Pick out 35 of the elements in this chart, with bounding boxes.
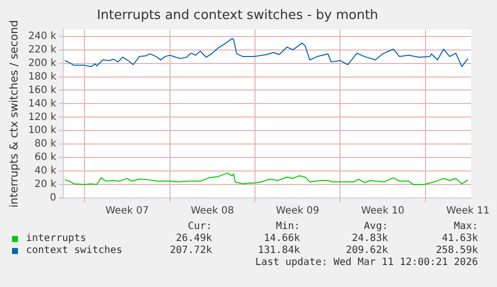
x-tick-label: Week 09 xyxy=(276,206,320,217)
legend-label: interrupts xyxy=(26,233,86,244)
text: Avg: xyxy=(364,221,388,232)
text: Last update: Wed Mar 11 12:00:21 2026 xyxy=(255,257,478,268)
x-tick-label: Week 07 xyxy=(106,206,149,217)
text: 14.66k xyxy=(264,233,300,244)
y-tick-label: 100 k xyxy=(28,125,56,136)
chart-title: Interrupts and context switches - by month xyxy=(96,8,378,24)
text: Min: xyxy=(276,221,300,232)
text: 207.72k xyxy=(170,245,212,256)
y-tick-label: 240 k xyxy=(28,30,56,42)
y-tick-label: 20 k xyxy=(34,179,56,190)
y-tick-label: 160 k xyxy=(28,84,56,96)
y-tick-label: 140 k xyxy=(28,98,56,110)
y-tick-label: 60 k xyxy=(34,152,56,164)
text: 209.62k xyxy=(346,245,388,256)
legend-label: context switches xyxy=(26,245,122,256)
text: 258.59k xyxy=(436,245,478,256)
y-tick-label: 180 k xyxy=(28,71,56,82)
text: 24.83k xyxy=(352,233,388,244)
x-tick-label: Week 08 xyxy=(190,206,234,217)
y-tick-label: 40 k xyxy=(34,166,56,177)
y-axis-title: interrupts & ctx switches / second xyxy=(7,20,20,208)
x-tick-label: Week 10 xyxy=(361,206,404,217)
text: Max: xyxy=(454,221,478,232)
text: 131.84k xyxy=(258,245,300,256)
y-tick-label: 200 k xyxy=(28,58,56,69)
x-tick-label: Week 11 xyxy=(446,206,490,217)
y-tick-label: 120 k xyxy=(28,112,56,123)
y-tick-label: 0 xyxy=(50,192,56,204)
text: Cur: xyxy=(188,221,212,232)
y-tick-label: 80 k xyxy=(34,138,56,150)
y-tick-label: 220 k xyxy=(28,44,56,56)
text: 41.63k xyxy=(442,233,478,244)
text: 26.49k xyxy=(176,233,212,244)
